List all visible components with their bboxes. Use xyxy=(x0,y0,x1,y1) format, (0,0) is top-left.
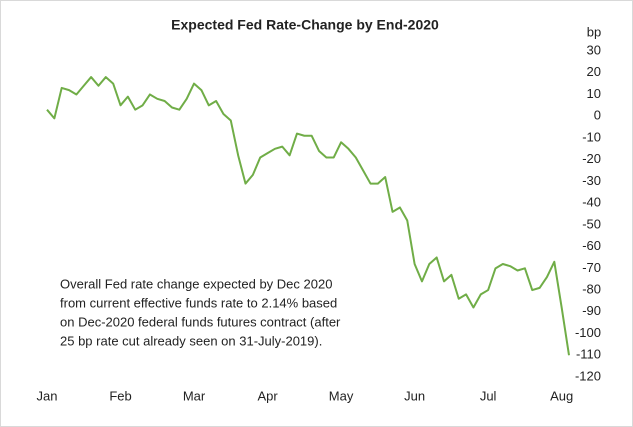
x-tick-label: Apr xyxy=(257,388,278,403)
line-series xyxy=(46,76,570,356)
annotation: Overall Fed rate change expected by Dec … xyxy=(60,276,332,291)
y-tick-label: -20 xyxy=(582,151,601,166)
y-tick-label: -60 xyxy=(582,238,601,253)
annotation: 25 bp rate cut already seen on 31-July-2… xyxy=(60,333,322,348)
y-tick-label: -110 xyxy=(576,347,601,362)
x-tick-label: Jan xyxy=(37,388,58,403)
x-tick-label: Jun xyxy=(404,388,425,403)
x-tick-label: Jul xyxy=(480,388,497,403)
y-tick-label: -120 xyxy=(575,368,601,383)
y-tick-label: -10 xyxy=(582,129,601,144)
y-tick-label: -100 xyxy=(575,325,601,340)
y-tick-label: -40 xyxy=(582,195,601,210)
x-tick-label: May xyxy=(329,388,354,403)
y-tick-label: -80 xyxy=(582,282,601,297)
x-tick-label: Feb xyxy=(109,388,131,403)
y-tick-label: 30 xyxy=(587,42,601,57)
annotation: on Dec-2020 federal funds futures contra… xyxy=(60,314,341,329)
chart-title: Expected Fed Rate-Change by End-2020 xyxy=(171,17,439,33)
y-tick-label: -50 xyxy=(582,216,601,231)
annotation: from current effective funds rate to 2.1… xyxy=(60,295,337,310)
y-tick-label: -30 xyxy=(582,173,601,188)
y-axis-label: bp xyxy=(587,24,601,39)
y-tick-label: 20 xyxy=(587,64,601,79)
y-tick-label: 10 xyxy=(587,86,601,101)
y-tick-label: -90 xyxy=(582,303,601,318)
y-tick-label: 0 xyxy=(594,108,601,123)
x-tick-label: Mar xyxy=(183,388,206,403)
y-tick-label: -70 xyxy=(582,260,601,275)
x-tick-label: Aug xyxy=(550,388,573,403)
